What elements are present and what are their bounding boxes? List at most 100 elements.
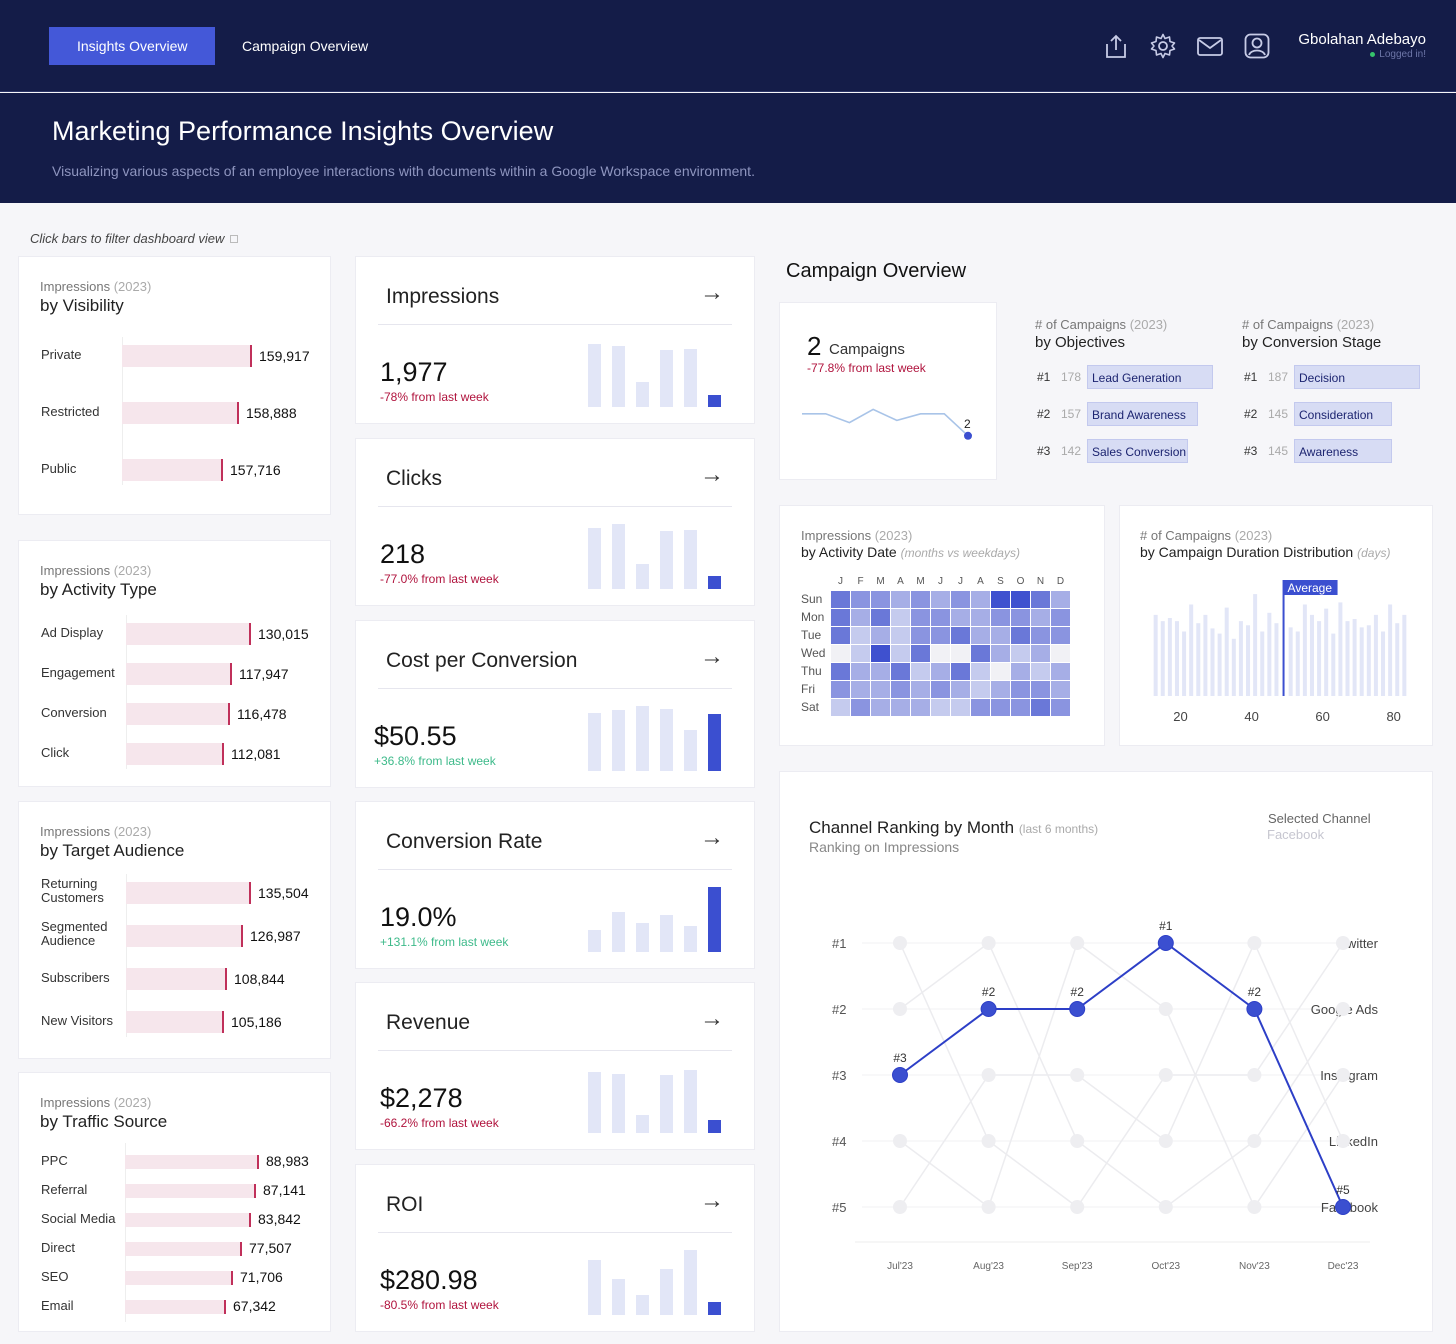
series-point[interactable] (1158, 1068, 1173, 1082)
heatmap-cell[interactable] (1030, 625, 1051, 645)
kpi-card-conversion-rate[interactable]: Conversion Rate → 19.0% +131.1% from last w… (355, 801, 755, 969)
heatmap-cell[interactable] (930, 697, 951, 717)
heatmap-cell[interactable] (930, 589, 951, 609)
heatmap-cell[interactable] (870, 607, 891, 627)
histogram-bar[interactable] (1381, 631, 1386, 696)
heatmap-cell[interactable] (1010, 661, 1031, 681)
heatmap-cell[interactable] (850, 589, 871, 609)
heatmap-cell[interactable] (1030, 679, 1051, 699)
heatmap-cell[interactable] (830, 607, 851, 627)
bar[interactable] (126, 1011, 224, 1033)
bar[interactable] (125, 1242, 242, 1256)
heatmap-cell[interactable] (890, 589, 911, 609)
kpi-card-impressions[interactable]: Impressions → 1,977 -78% from last week (355, 256, 755, 424)
arrow-right-icon[interactable]: → (700, 824, 724, 851)
heatmap-cell[interactable] (930, 679, 951, 699)
bar-row[interactable]: Conversion 116,478 (19, 699, 319, 729)
heatmap-cell[interactable] (1050, 697, 1071, 717)
series-point[interactable] (1158, 1200, 1173, 1214)
heatmap-cell[interactable] (990, 661, 1011, 681)
histogram-bar[interactable] (1345, 621, 1350, 696)
histogram-bar[interactable] (1182, 631, 1187, 696)
heatmap-cell[interactable] (850, 679, 871, 699)
selected-series-point[interactable] (1157, 935, 1174, 951)
rank-bar[interactable]: Awareness (1294, 439, 1392, 463)
heatmap-cell[interactable] (910, 589, 931, 609)
series-point[interactable] (893, 1134, 907, 1148)
series-point[interactable] (1158, 1002, 1173, 1016)
heatmap-cell[interactable] (1030, 697, 1051, 717)
heatmap-cell[interactable] (1050, 625, 1071, 645)
series-point[interactable] (981, 1134, 996, 1148)
histogram-bar[interactable] (1231, 638, 1236, 696)
share-icon[interactable] (1102, 32, 1130, 60)
bar[interactable] (126, 743, 224, 765)
histogram-bar[interactable] (1224, 607, 1229, 696)
series-point[interactable] (1247, 1068, 1262, 1082)
bar[interactable] (125, 1271, 233, 1285)
heatmap-cell[interactable] (1050, 661, 1071, 681)
selected-series-point[interactable] (1246, 1001, 1263, 1017)
bar[interactable] (126, 882, 251, 904)
series-point[interactable] (981, 1068, 996, 1082)
selected-series-line[interactable] (899, 941, 1344, 1208)
heatmap-cell[interactable] (830, 643, 851, 663)
bar-row[interactable]: Direct 77,507 (19, 1234, 319, 1264)
heatmap-cell[interactable] (910, 643, 931, 663)
series-point[interactable] (1336, 1134, 1350, 1148)
arrow-right-icon[interactable]: → (700, 1187, 724, 1214)
heatmap-cell[interactable] (870, 589, 891, 609)
heatmap-cell[interactable] (850, 625, 871, 645)
histogram-bar[interactable] (1338, 602, 1343, 696)
heatmap-cell[interactable] (1050, 607, 1071, 627)
bar[interactable] (126, 703, 230, 725)
heatmap-cell[interactable] (910, 679, 931, 699)
heatmap-cell[interactable] (1010, 625, 1031, 645)
bar[interactable] (125, 1213, 251, 1227)
heatmap-cell[interactable] (1050, 679, 1071, 699)
rank-row[interactable]: #1 178 Lead Generation (1037, 365, 1227, 389)
heatmap-cell[interactable] (1030, 589, 1051, 609)
heatmap-cell[interactable] (830, 625, 851, 645)
rank-bar[interactable]: Brand Awareness (1087, 402, 1198, 426)
heatmap-cell[interactable] (890, 679, 911, 699)
histogram-bar[interactable] (1366, 625, 1371, 696)
series-point[interactable] (1070, 1134, 1085, 1148)
user-profile-icon[interactable] (1243, 32, 1271, 60)
heatmap-cell[interactable] (1010, 607, 1031, 627)
arrow-right-icon[interactable]: → (700, 1005, 724, 1032)
bar-row[interactable]: Restricted 158,888 (19, 398, 319, 428)
heatmap-cell[interactable] (870, 643, 891, 663)
bar-row[interactable]: Subscribers 108,844 (19, 964, 319, 994)
bar-row[interactable]: PPC 88,983 (19, 1147, 319, 1177)
heatmap-cell[interactable] (830, 679, 851, 699)
rank-bar[interactable]: Sales Conversion (1087, 439, 1188, 463)
heatmap-cell[interactable] (1030, 643, 1051, 663)
heatmap-cell[interactable] (890, 625, 911, 645)
series-point[interactable] (1336, 1068, 1350, 1082)
series-line[interactable] (899, 941, 1344, 1208)
series-point[interactable] (1247, 1200, 1262, 1214)
heatmap-cell[interactable] (930, 661, 951, 681)
heatmap-cell[interactable] (910, 607, 931, 627)
series-point[interactable] (981, 1200, 996, 1214)
heatmap-cell[interactable] (910, 661, 931, 681)
heatmap-cell[interactable] (870, 625, 891, 645)
heatmap-cell[interactable] (950, 679, 971, 699)
heatmap-cell[interactable] (930, 607, 951, 627)
heatmap-cell[interactable] (1050, 589, 1071, 609)
heatmap-cell[interactable] (990, 643, 1011, 663)
bar-row[interactable]: Email 67,342 (19, 1292, 319, 1322)
rank-bar[interactable]: Lead Generation (1087, 365, 1213, 389)
histogram-bar[interactable] (1189, 604, 1194, 696)
heatmap-cell[interactable] (1030, 607, 1051, 627)
bar-row[interactable]: Segmented Audience 126,987 (19, 920, 319, 951)
heatmap-cell[interactable] (870, 661, 891, 681)
arrow-right-icon[interactable]: → (700, 643, 724, 670)
bar[interactable] (122, 402, 239, 424)
histogram-bar[interactable] (1373, 614, 1378, 696)
heatmap-cell[interactable] (1010, 679, 1031, 699)
heatmap-cell[interactable] (890, 697, 911, 717)
heatmap-cell[interactable] (930, 643, 951, 663)
bar-row[interactable]: New Visitors 105,186 (19, 1007, 319, 1037)
